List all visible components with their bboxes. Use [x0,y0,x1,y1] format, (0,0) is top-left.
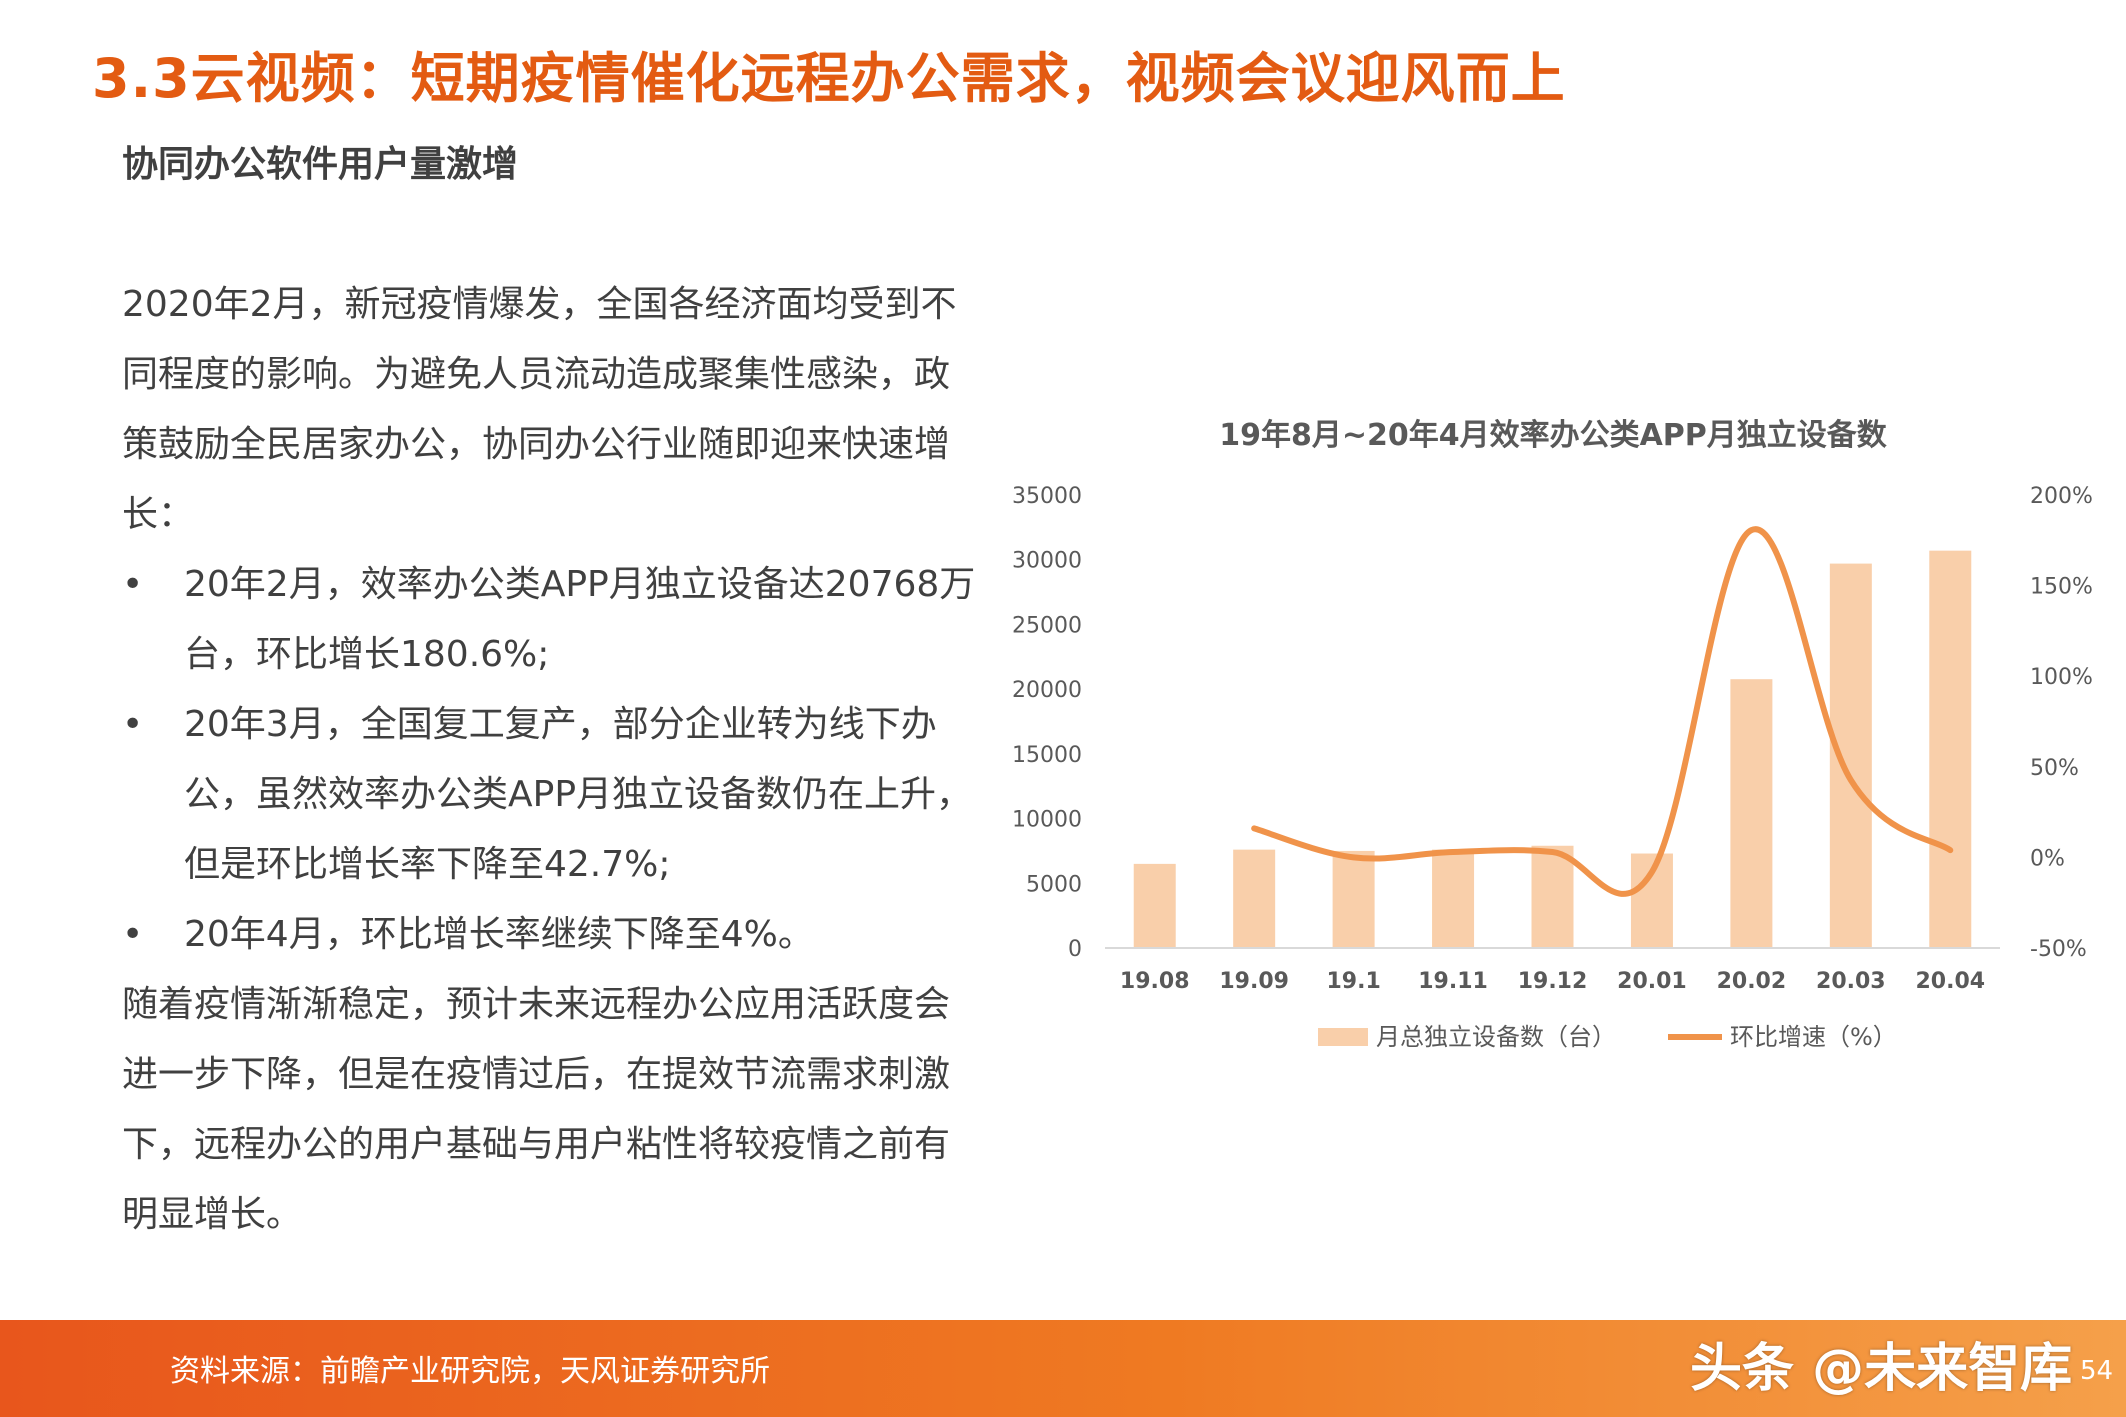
x-tick-label: 20.03 [1816,969,1886,994]
bar-19.09 [1233,849,1276,948]
bullet-dot: • [122,704,144,745]
y-right-tick-label: -50% [2030,937,2087,962]
y-right-tick-label: 0% [2030,846,2065,871]
growth-rate-line [1251,526,1954,897]
source-note: 资料来源：前瞻产业研究院，天风证券研究所 [170,1354,770,1389]
chart-legend: 月总独立设备数（台） 环比增速（%） [1318,1023,1897,1051]
chart-title: 19年8月~20年4月效率办公类APP月独立设备数 [1219,418,1888,453]
y-left-tick-label: 30000 [1012,549,1082,574]
legend-label-line: 环比增速（%） [1730,1023,1897,1051]
legend-label-bar: 月总独立设备数（台） [1376,1023,1616,1051]
y-left-tick-label: 5000 [1026,872,1082,897]
bar-19.11 [1432,849,1475,948]
section-subtitle: 协同办公软件用户量激增 [122,144,519,185]
footer-bar: 资料来源：前瞻产业研究院，天风证券研究所 头条 @未来智库 54 [0,1320,2126,1417]
page-number: 54 [2080,1356,2114,1386]
x-tick-label: 19.1 [1326,969,1380,994]
x-tick-label: 20.01 [1617,969,1687,994]
bar-19.08 [1133,863,1176,948]
y-left-tick-label: 35000 [1012,484,1082,509]
y-left-tick-label: 15000 [1012,743,1082,768]
y-left-tick-label: 10000 [1012,808,1082,833]
bullet-text: 20年2月，效率办公类APP月独立设备达20768万台，环比增长180.6%; [184,564,976,675]
bar-19.12 [1531,845,1574,948]
bullet-dot: • [122,914,144,955]
legend-swatch-bar [1318,1028,1368,1046]
bar-19.1 [1332,850,1375,948]
y-right-tick-label: 100% [2030,665,2093,690]
y-left-tick-label: 0 [1068,937,1082,962]
bullet-dot: • [122,564,144,605]
bullet-item: • 20年2月，效率办公类APP月独立设备达20768万台，环比增长180.6%… [122,550,982,690]
x-tick-label: 19.12 [1518,969,1588,994]
watermark: 头条 @未来智库 [1690,1339,2073,1399]
bullet-text: 20年3月，全国复工复产，部分企业转为线下办公，虽然效率办公类APP月独立设备数… [184,704,973,885]
page-title: 3.3云视频：短期疫情催化远程办公需求，视频会议迎风而上 [92,47,1566,110]
y-left-tick-label: 20000 [1012,678,1082,703]
bar-20.04 [1929,550,1972,948]
combo-chart: 19年8月~20年4月效率办公类APP月独立设备数 0 5000 10000 1500… [1012,418,2093,1051]
body-text: 2020年2月，新冠疫情爆发，全国各经济面均受到不同程度的影响。为避免人员流动造… [122,270,982,1250]
bullet-item: • 20年4月，环比增长率继续下降至4%。 [122,900,982,970]
y-right-tick-label: 50% [2030,756,2079,781]
y-right-tick-label: 200% [2030,484,2093,509]
x-tick-label: 19.11 [1418,969,1488,994]
x-tick-label: 19.08 [1120,969,1190,994]
x-tick-label: 20.02 [1717,969,1787,994]
y-left-tick-label: 25000 [1012,613,1082,638]
bar-20.02 [1730,679,1773,948]
x-tick-label: 19.09 [1219,969,1289,994]
intro-paragraph: 2020年2月，新冠疫情爆发，全国各经济面均受到不同程度的影响。为避免人员流动造… [122,284,957,535]
bullet-text: 20年4月，环比增长率继续下降至4%。 [184,914,814,955]
y-right-tick-label: 150% [2030,575,2093,600]
conclusion-paragraph: 随着疫情渐渐稳定，预计未来远程办公应用活跃度会进一步下降，但是在疫情过后，在提效… [122,984,951,1235]
x-tick-label: 20.04 [1915,969,1985,994]
bullet-item: • 20年3月，全国复工复产，部分企业转为线下办公，虽然效率办公类APP月独立设… [122,690,982,900]
